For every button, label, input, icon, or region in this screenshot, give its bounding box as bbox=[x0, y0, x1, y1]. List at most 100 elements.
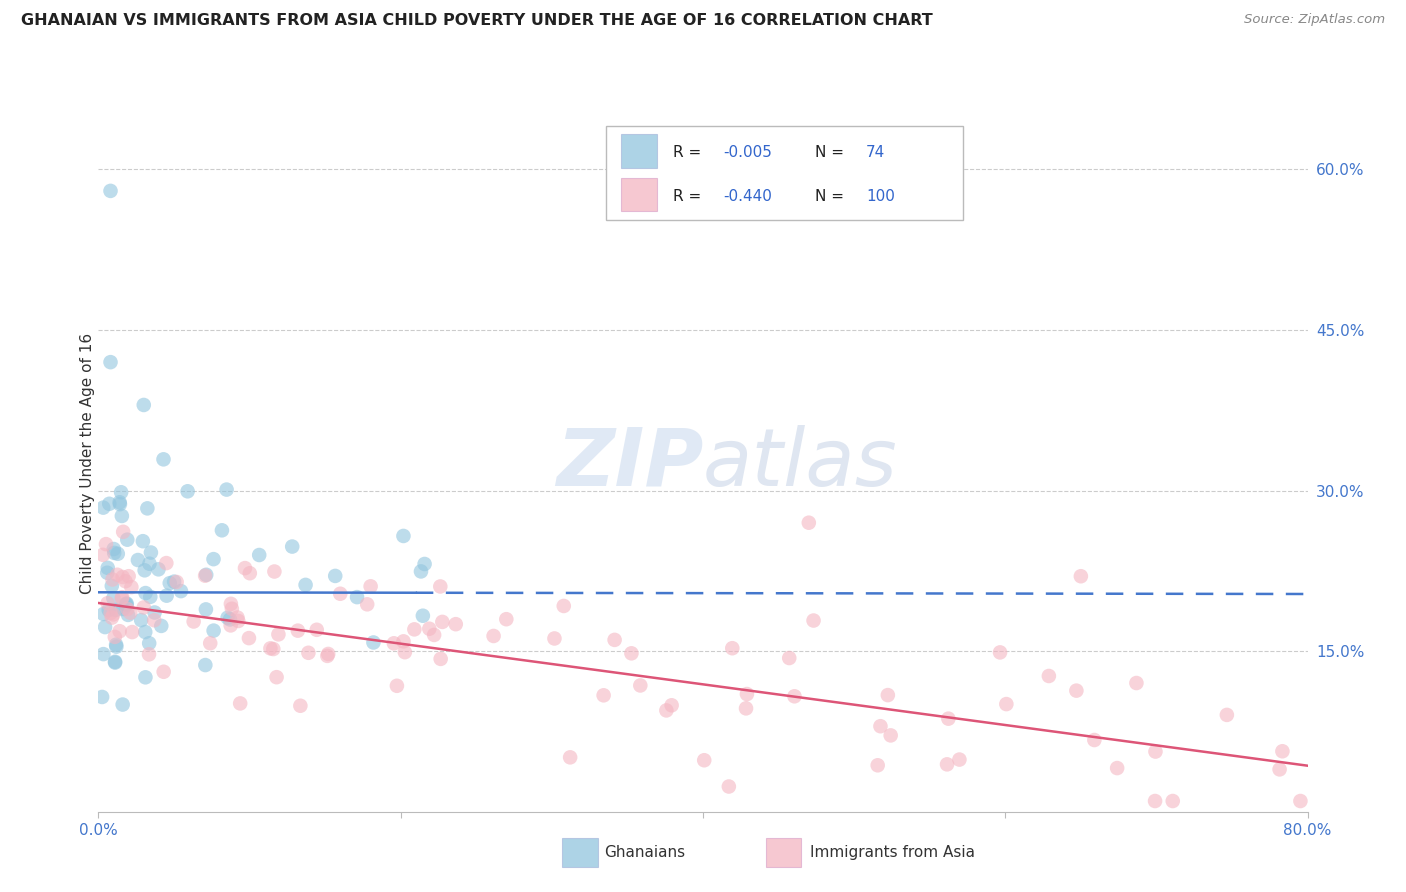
Point bbox=[107, 547, 129, 561]
Point bbox=[305, 623, 328, 637]
Point bbox=[121, 625, 143, 640]
Point bbox=[262, 642, 284, 657]
Point bbox=[215, 483, 238, 497]
Text: Ghanaians: Ghanaians bbox=[605, 846, 686, 860]
Point bbox=[132, 398, 155, 412]
Point bbox=[176, 484, 198, 499]
Point bbox=[104, 656, 127, 670]
Text: -0.440: -0.440 bbox=[724, 189, 772, 204]
Point bbox=[412, 608, 434, 623]
Point bbox=[104, 603, 127, 617]
Point bbox=[148, 562, 170, 576]
Point bbox=[117, 602, 139, 616]
Point bbox=[1125, 676, 1147, 690]
Point bbox=[91, 548, 114, 562]
Point bbox=[135, 586, 157, 600]
Point bbox=[217, 611, 239, 625]
Point bbox=[735, 687, 758, 701]
Point bbox=[988, 645, 1011, 659]
Point bbox=[152, 452, 174, 467]
Y-axis label: Child Poverty Under the Age of 16: Child Poverty Under the Age of 16 bbox=[80, 334, 94, 594]
Point bbox=[247, 548, 270, 562]
Point bbox=[938, 712, 960, 726]
Point bbox=[1066, 683, 1088, 698]
Point bbox=[482, 629, 505, 643]
Point bbox=[156, 589, 179, 603]
Text: 74: 74 bbox=[866, 145, 886, 161]
Point bbox=[114, 574, 136, 589]
Point bbox=[219, 612, 242, 626]
Point bbox=[661, 698, 683, 713]
Point bbox=[876, 688, 898, 702]
Point bbox=[1107, 761, 1129, 775]
Point bbox=[404, 623, 426, 637]
Point bbox=[238, 631, 260, 645]
Point bbox=[1038, 669, 1060, 683]
Point bbox=[413, 557, 436, 571]
Point bbox=[150, 619, 173, 633]
Point bbox=[409, 565, 432, 579]
Point bbox=[112, 602, 135, 616]
Point bbox=[429, 652, 451, 666]
Point bbox=[96, 566, 118, 580]
Point bbox=[139, 545, 162, 559]
Point bbox=[132, 600, 155, 615]
Text: R =: R = bbox=[673, 145, 706, 161]
Point bbox=[194, 568, 217, 582]
Point bbox=[290, 698, 312, 713]
Point bbox=[155, 556, 177, 570]
Point bbox=[108, 624, 131, 639]
Point bbox=[108, 495, 131, 509]
Point bbox=[233, 561, 256, 575]
Point bbox=[97, 603, 120, 617]
Point bbox=[363, 635, 385, 649]
Point bbox=[778, 651, 800, 665]
Point bbox=[866, 758, 889, 772]
Point bbox=[221, 601, 243, 615]
Point bbox=[1271, 744, 1294, 758]
Point bbox=[655, 703, 678, 717]
Point bbox=[226, 610, 249, 624]
Point bbox=[418, 622, 440, 636]
Point bbox=[117, 607, 139, 622]
Bar bbox=[621, 135, 657, 168]
Point bbox=[219, 597, 242, 611]
Point bbox=[159, 576, 181, 591]
Point bbox=[1083, 733, 1105, 747]
Point bbox=[423, 628, 446, 642]
Point bbox=[259, 641, 281, 656]
Point bbox=[143, 613, 166, 627]
Point bbox=[432, 615, 454, 629]
Point bbox=[592, 688, 614, 702]
Point bbox=[138, 557, 160, 571]
Text: 100: 100 bbox=[866, 189, 896, 204]
Point bbox=[879, 728, 901, 742]
Point bbox=[100, 184, 122, 198]
Point bbox=[134, 625, 156, 640]
Point bbox=[936, 757, 959, 772]
Point bbox=[219, 618, 242, 632]
Point bbox=[620, 646, 643, 660]
Point bbox=[392, 529, 415, 543]
Point bbox=[297, 646, 319, 660]
Point bbox=[105, 567, 128, 582]
Point bbox=[444, 617, 467, 632]
Point bbox=[111, 591, 134, 605]
Point bbox=[1216, 707, 1239, 722]
Point bbox=[94, 537, 117, 551]
Point bbox=[103, 591, 125, 606]
Point bbox=[100, 606, 122, 620]
Point bbox=[316, 648, 339, 663]
Point bbox=[202, 552, 225, 566]
Point bbox=[287, 624, 309, 638]
Point bbox=[117, 533, 139, 547]
Point bbox=[553, 599, 575, 613]
Point bbox=[495, 612, 517, 626]
Point bbox=[104, 630, 127, 644]
Point bbox=[721, 641, 744, 656]
Text: Immigrants from Asia: Immigrants from Asia bbox=[810, 846, 974, 860]
Point bbox=[869, 719, 891, 733]
Point bbox=[136, 501, 159, 516]
Point bbox=[1144, 794, 1167, 808]
Point bbox=[211, 524, 233, 538]
